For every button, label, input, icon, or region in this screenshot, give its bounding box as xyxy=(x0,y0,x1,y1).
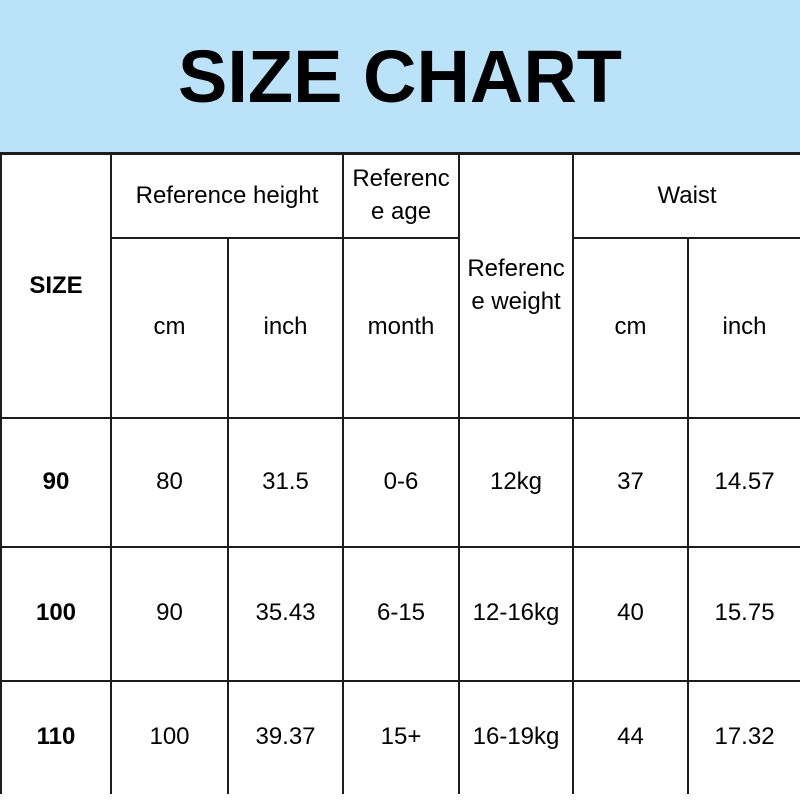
cell-waist-inch: 17.32 xyxy=(687,679,800,794)
size-table: SIZE Reference height Referenc e age Ref… xyxy=(0,152,800,794)
cell-weight: 12kg xyxy=(458,416,575,548)
cell-age: 6-15 xyxy=(342,545,461,682)
table-row-size-110: 110 100 39.37 15+ 16-19kg 44 17.32 xyxy=(0,679,800,794)
header-waist-inch: inch xyxy=(687,236,800,419)
header-height-inch: inch xyxy=(226,236,345,419)
header-waist-cm: cm xyxy=(572,236,690,419)
cell-waist-cm: 37 xyxy=(572,416,690,548)
cell-size: 100 xyxy=(0,545,112,682)
header-row-units: cm inch month cm inch xyxy=(1,236,800,419)
table-row-size-90: 90 80 31.5 0-6 12kg 37 14.57 xyxy=(0,416,800,548)
cell-waist-inch: 14.57 xyxy=(687,416,800,548)
header-reference-height: Reference height xyxy=(109,152,345,239)
header-row-groups: SIZE Reference height Referenc e age Ref… xyxy=(0,152,800,419)
header-height-cm: cm xyxy=(110,236,229,419)
table-row-size-100: 100 90 35.43 6-15 12-16kg 40 15.75 xyxy=(0,545,800,682)
cell-waist-cm: 44 xyxy=(572,679,690,794)
cell-height-inch: 31.5 xyxy=(226,416,345,548)
cell-size: 90 xyxy=(0,416,112,548)
page-title: SIZE CHART xyxy=(178,34,622,118)
cell-weight: 12-16kg xyxy=(458,545,575,682)
cell-height-cm: 100 xyxy=(110,679,229,794)
header-reference-age: Referenc e age xyxy=(342,152,461,239)
banner: SIZE CHART xyxy=(0,0,800,152)
cell-age: 0-6 xyxy=(342,416,461,548)
cell-age: 15+ xyxy=(342,679,461,794)
cell-waist-cm: 40 xyxy=(572,545,690,682)
cell-height-inch: 35.43 xyxy=(226,545,345,682)
cell-height-cm: 80 xyxy=(110,416,229,548)
cell-height-cm: 90 xyxy=(110,545,229,682)
cell-size: 110 xyxy=(0,679,112,794)
header-reference-weight: Referenc e weight xyxy=(458,152,575,419)
cell-waist-inch: 15.75 xyxy=(687,545,800,682)
header-age-month: month xyxy=(342,236,461,419)
cell-weight: 16-19kg xyxy=(458,679,575,794)
header-waist: Waist xyxy=(572,152,800,239)
cell-height-inch: 39.37 xyxy=(226,679,345,794)
size-column-header: SIZE xyxy=(0,152,112,419)
